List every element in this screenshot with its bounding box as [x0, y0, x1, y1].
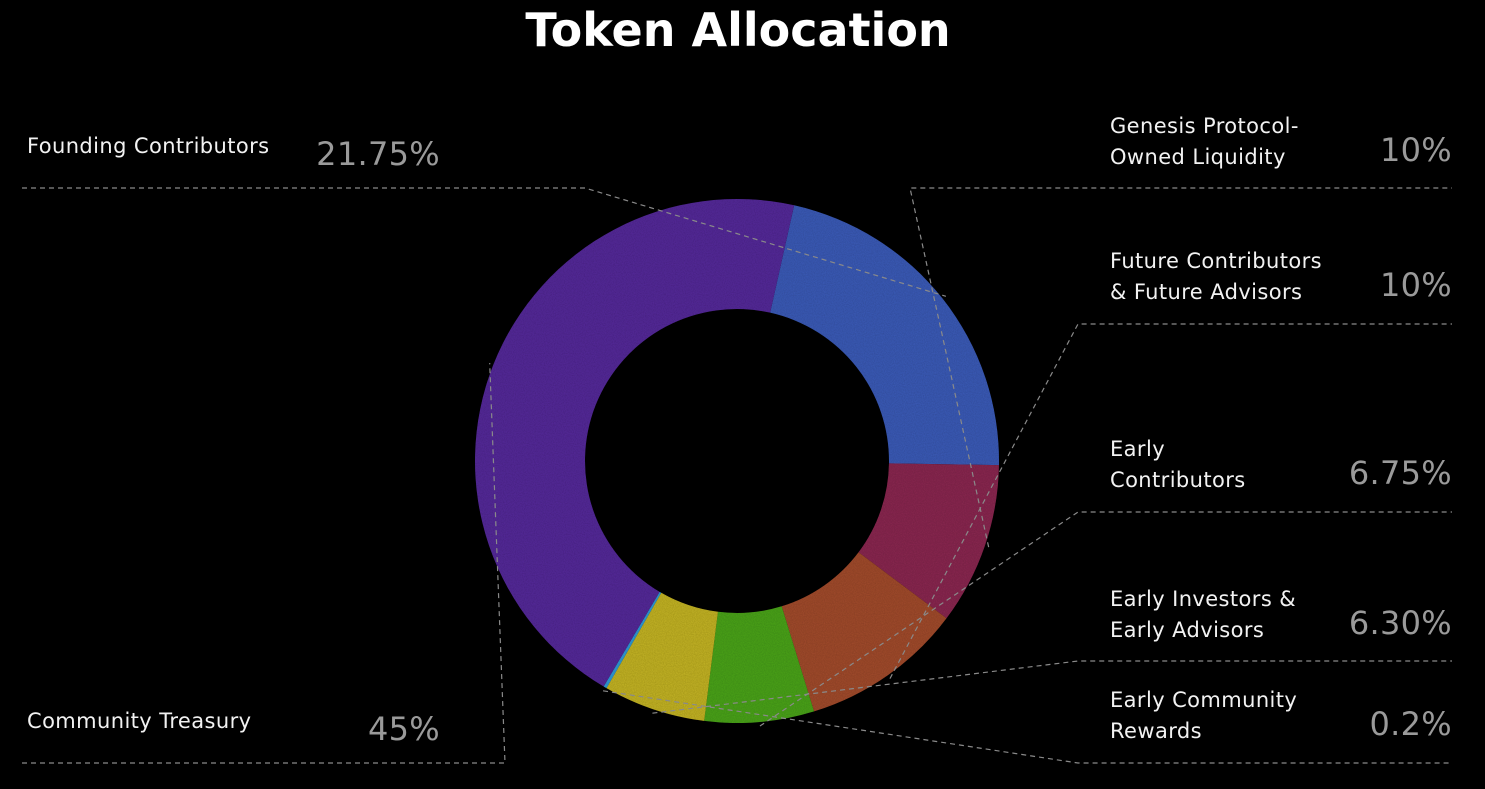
label-future-line2: & Future Advisors	[1110, 280, 1302, 304]
label-early-contrib-line2: Contributors	[1110, 468, 1246, 492]
leader-line-founding	[22, 187, 947, 297]
leader-line-future	[889, 323, 1452, 679]
slice-early-investors	[606, 592, 718, 721]
chart-title: Token Allocation	[525, 3, 950, 57]
slice-early-community	[603, 591, 662, 689]
leader-line-genesis	[909, 187, 1452, 548]
value-early-investors: 6.30%	[1349, 604, 1452, 642]
slice-early-contrib	[704, 606, 815, 723]
slice-genesis	[858, 463, 999, 619]
value-treasury: 45%	[368, 710, 440, 748]
leader-line-early-investors	[652, 660, 1452, 714]
label-future-line1: Future Contributors	[1110, 249, 1322, 273]
label-early-investors-line1: Early Investors &	[1110, 587, 1296, 611]
leader-line-treasury	[22, 363, 506, 764]
leader-line-early-contrib	[759, 511, 1452, 727]
label-founding-line1: Founding Contributors	[27, 134, 270, 158]
value-early-contrib: 6.75%	[1349, 454, 1452, 492]
slice-future	[781, 552, 947, 712]
label-genesis-line1: Genesis Protocol-	[1110, 114, 1299, 138]
label-early-investors-line2: Early Advisors	[1110, 618, 1264, 642]
label-early-community-line1: Early Community	[1110, 688, 1297, 712]
label-treasury-line1: Community Treasury	[27, 709, 251, 733]
slice-founding	[770, 205, 999, 466]
label-genesis-line2: Owned Liquidity	[1110, 145, 1286, 169]
value-future: 10%	[1380, 266, 1452, 304]
donut-slices	[475, 198, 999, 723]
value-founding: 21.75%	[316, 135, 440, 173]
slice-labels: Founding Contributors 21.75% Genesis Proto…	[27, 114, 1452, 748]
value-early-community: 0.2%	[1370, 705, 1453, 743]
leader-line-early-community	[602, 690, 1452, 764]
label-early-contrib-line1: Early	[1110, 437, 1165, 461]
value-genesis: 10%	[1380, 131, 1452, 169]
slice-treasury	[475, 198, 795, 687]
leader-lines	[22, 187, 1452, 764]
label-early-community-line2: Rewards	[1110, 719, 1202, 743]
